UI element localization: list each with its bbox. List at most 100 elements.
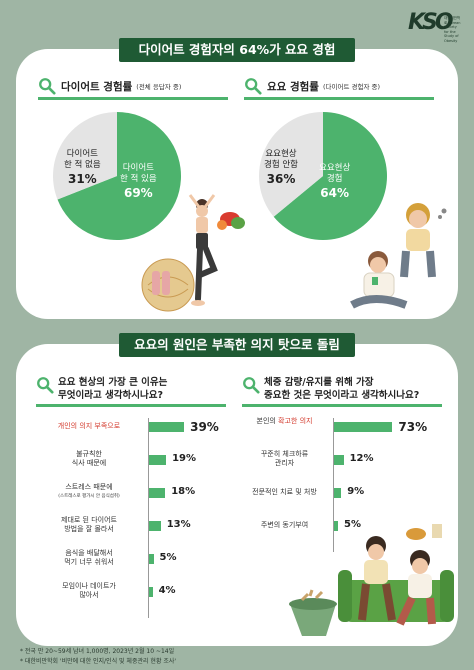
pie2-yes-pct: 64% bbox=[320, 186, 349, 200]
question-underline bbox=[242, 404, 442, 407]
diet-rate-title: 다이어트 경험률 bbox=[61, 80, 133, 93]
section1-panel: 다이어트 경험률 (전체 응답자 중) 요요 경험률 (다이어트 경험자 중) … bbox=[16, 49, 458, 319]
bar bbox=[149, 455, 167, 465]
pie-slice bbox=[273, 112, 387, 241]
pie2-no-line2: 경험 안함 bbox=[264, 160, 298, 170]
bar-axis bbox=[333, 418, 334, 552]
heading-underline bbox=[38, 97, 228, 100]
diet-rate-subtitle: (전체 응답자 중) bbox=[136, 83, 182, 91]
bar-category-line: 식사 때문에 bbox=[71, 459, 107, 467]
left-question: 요요 현상의 가장 큰 이유는 무엇이라고 생각하시나요? bbox=[58, 376, 167, 402]
bar bbox=[149, 554, 154, 564]
left-question-line2: 무엇이라고 생각하시나요? bbox=[58, 390, 163, 401]
logo-mark: KSO bbox=[408, 10, 454, 35]
bar bbox=[334, 488, 342, 498]
section2-panel: 요요 현상의 가장 큰 이유는 무엇이라고 생각하시나요? 체중 감량/유지를 … bbox=[16, 344, 458, 646]
bar bbox=[149, 422, 185, 432]
bar-category-line: 많아서 bbox=[79, 591, 99, 599]
heading-underline bbox=[244, 97, 434, 100]
question-underline bbox=[36, 404, 226, 407]
footnote-2: * 대한비만학회 '비만에 대한 인지/인식 및 체중관리 현황 조사' bbox=[20, 658, 177, 665]
logo-subtext: 대한비만학회 Korean Society for the Study of O… bbox=[444, 16, 461, 43]
bar-value-label: 5% bbox=[159, 552, 177, 563]
pie1-label-no: 다이어트 한 적 없음 31% bbox=[64, 149, 101, 185]
bar-category-line: 확고한 의지 bbox=[278, 417, 313, 425]
bar-value-label: 12% bbox=[349, 453, 374, 464]
pie1-no-line2: 한 적 없음 bbox=[64, 160, 101, 170]
bar bbox=[334, 521, 338, 531]
bar-category-line: 음식을 배달해서 bbox=[65, 549, 113, 557]
diet-experience-pie bbox=[52, 112, 181, 240]
pie2-label-yes: 요요현상 경험 64% bbox=[319, 163, 350, 199]
pie2-yes-line2: 경험 bbox=[326, 174, 343, 184]
bar-value-label: 18% bbox=[171, 486, 196, 497]
pie-slice bbox=[259, 112, 323, 217]
section1-banner: 다이어트 경험자의 64%가 요요 경험 bbox=[119, 38, 355, 62]
kso-logo: KSO 대한비만학회 Korean Society for the Study … bbox=[408, 10, 462, 46]
pie2-no-line1: 요요현상 bbox=[265, 149, 297, 159]
bar bbox=[149, 521, 161, 531]
bar-value-label: 73% bbox=[398, 420, 428, 434]
bar-value-label: 19% bbox=[172, 453, 197, 464]
left-question-line1: 요요 현상의 가장 큰 이유는 bbox=[58, 377, 168, 388]
right-question-line2: 중요한 것은 무엇이라고 생각하시나요? bbox=[264, 390, 420, 401]
bar-category-line: 제대로 된 다이어트 bbox=[61, 516, 117, 524]
yoga-woman-illustration bbox=[141, 194, 245, 312]
pie1-yes-line2: 한 적 있음 bbox=[120, 174, 157, 184]
bar-value-label: 13% bbox=[166, 519, 191, 530]
bar-category-label: 모임이나 데이트가 많아서 bbox=[36, 582, 142, 600]
pie2-yes-line1: 요요현상 bbox=[319, 163, 351, 173]
bar-category-line: 개인의 의지 부족으로 bbox=[57, 422, 121, 430]
magnifier-icon bbox=[245, 78, 262, 95]
pie1-label-yes: 다이어트 한 적 있음 69% bbox=[120, 163, 157, 199]
bar-category-line: 전문적인 치료 및 처방 bbox=[252, 488, 317, 496]
bar-category-label: 음식을 배달해서 먹기 너무 쉬워서 bbox=[36, 549, 142, 567]
bar-category-label: 불규칙한 식사 때문에 bbox=[36, 450, 142, 468]
pie2-no-pct: 36% bbox=[266, 172, 296, 186]
bar-category-line: 관리자 bbox=[274, 459, 295, 467]
pie2-label-no: 요요현상 경험 안함 36% bbox=[264, 149, 298, 185]
bar-category-label: 제대로 된 다이어트 방법을 잘 몰라서 bbox=[36, 516, 142, 534]
pie1-no-pct: 31% bbox=[67, 172, 97, 186]
bar-category-label: 스트레스 때문에 (스트레스로 평가시 안 음식섭취) bbox=[36, 483, 142, 501]
right-question: 체중 감량/유지를 위해 가장 중요한 것은 무엇이라고 생각하시나요? bbox=[264, 376, 419, 402]
section2-banner: 요요의 원인은 부족한 의지 탓으로 돌림 bbox=[119, 333, 355, 357]
bar-category-label: 주변의 동기부여 bbox=[242, 521, 327, 530]
bar bbox=[334, 455, 344, 465]
magnifier-icon bbox=[37, 377, 54, 394]
bar-category-label: 본인의 확고한 의지 bbox=[242, 417, 327, 426]
bar-category-line: 꾸준히 체크하류 bbox=[260, 450, 309, 458]
bar-category-line: 방법을 잘 몰라서 bbox=[64, 525, 114, 533]
pie-slice bbox=[57, 112, 181, 240]
right-question-line1: 체중 감량/유지를 위해 가장 bbox=[264, 377, 374, 388]
magnifier-icon bbox=[243, 377, 260, 394]
couple-eating-illustration bbox=[289, 524, 454, 636]
yoyo-rate-title: 요요 경험률 bbox=[267, 80, 319, 93]
bar-category-line: 주변의 동기부여 bbox=[260, 521, 309, 529]
bar bbox=[149, 587, 153, 597]
bar-category-line: (스트레스로 평가시 안 음식섭취) bbox=[58, 494, 120, 499]
bar-axis bbox=[148, 418, 149, 618]
bar-category-line: 불규칙한 bbox=[76, 450, 102, 458]
thinking-women-illustration bbox=[350, 203, 447, 309]
bar bbox=[149, 488, 166, 498]
pie1-yes-line1: 다이어트 bbox=[122, 163, 154, 173]
pie1-no-line1: 다이어트 bbox=[66, 149, 98, 159]
bar-value-label: 9% bbox=[347, 486, 365, 497]
pie1-yes-pct: 69% bbox=[123, 186, 153, 200]
footnote-1: * 전국 만 20~59세 남녀 1,000명, 2023년 2월 10 ~14… bbox=[20, 648, 175, 655]
bar-value-label: 39% bbox=[190, 420, 219, 434]
diet-rate-heading: 다이어트 경험률 (전체 응답자 중) bbox=[38, 77, 181, 95]
yoyo-experience-pie bbox=[259, 112, 387, 241]
yoyo-rate-subtitle: (다이어트 경험자 중) bbox=[322, 83, 381, 91]
pie-slice bbox=[52, 112, 117, 200]
bar-value-label: 4% bbox=[158, 585, 176, 596]
bar-category-label: 개인의 의지 부족으로 bbox=[36, 422, 142, 431]
bar-value-label: 5% bbox=[344, 519, 361, 530]
bar-category-line: 먹기 너무 쉬워서 bbox=[64, 558, 114, 566]
bar-category-line: 스트레스 때문에 bbox=[65, 483, 113, 491]
bar-category-line: 본인의 bbox=[256, 417, 279, 425]
magnifier-icon bbox=[39, 78, 56, 95]
bar-category-label: 꾸준히 체크하류 관리자 bbox=[242, 450, 327, 468]
bar-category-label: 전문적인 치료 및 처방 bbox=[242, 488, 327, 497]
